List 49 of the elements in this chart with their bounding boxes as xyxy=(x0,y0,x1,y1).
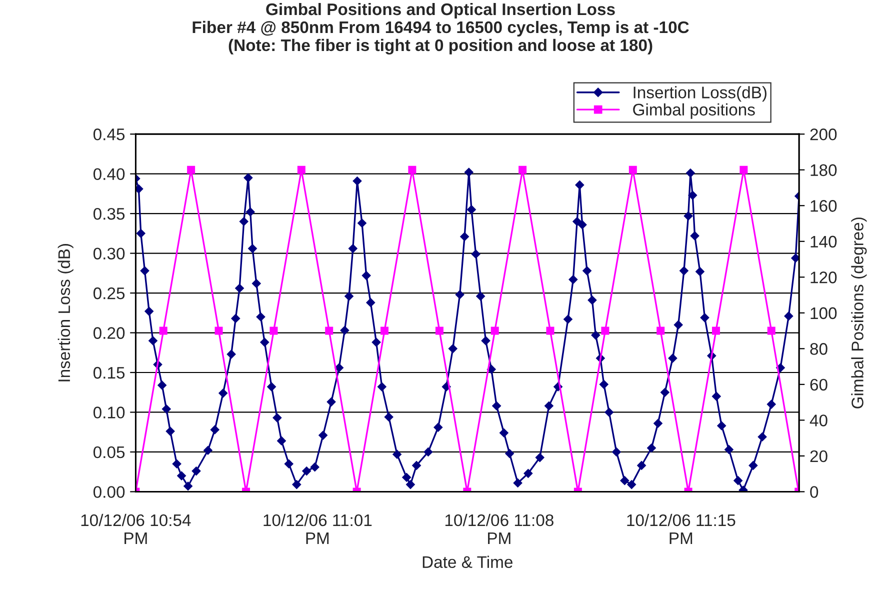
y-tick-label: 0.20 xyxy=(93,327,125,339)
y2-tick-label: 20 xyxy=(810,450,828,462)
y2-tick-label: 0 xyxy=(810,486,818,498)
point xyxy=(628,166,637,174)
y2-tick-label: 140 xyxy=(810,236,837,248)
y2-tick-label: 40 xyxy=(810,414,828,426)
y2-tick-label: 120 xyxy=(810,272,837,284)
y-tick-label: 0.00 xyxy=(93,486,125,498)
legend-label: Gimbal positions xyxy=(633,103,755,119)
point xyxy=(297,166,306,174)
y2-axis-title: Gimbal Positions (degree) xyxy=(851,218,867,408)
y-tick-label: 0.40 xyxy=(93,168,125,180)
point xyxy=(767,326,776,335)
y2-tick-label: 60 xyxy=(810,378,828,391)
point xyxy=(325,326,334,335)
x-tick-label: 10/12/06 11:01 PM xyxy=(264,514,372,544)
point xyxy=(159,326,168,335)
x-tick-label: 10/12/06 11:15 PM xyxy=(627,514,736,544)
legend-label: Insertion Loss(dB) xyxy=(634,86,766,102)
y-tick-label: 0.25 xyxy=(93,287,125,300)
x-tick-label: 10/12/06 10:54 PM xyxy=(81,514,191,544)
x-tick-label: 10/12/06 11:08 PM xyxy=(445,514,554,544)
y2-tick-label: 200 xyxy=(810,128,837,140)
y2-tick-label: 80 xyxy=(810,343,828,355)
point xyxy=(740,166,748,174)
point xyxy=(712,326,720,335)
point xyxy=(380,326,388,335)
x-axis-title: Date & Time xyxy=(422,556,512,568)
point xyxy=(518,166,527,174)
y-axis-title: Insertion Loss (dB) xyxy=(58,244,74,382)
y-tick-label: 0.05 xyxy=(93,446,125,458)
point xyxy=(214,326,223,335)
point xyxy=(656,326,665,335)
point xyxy=(546,326,554,335)
point xyxy=(187,166,196,174)
y-tick-label: 0.15 xyxy=(93,366,125,379)
chart-title: Gimbal Positions and Optical Insertion Loss Fiber #4 @ 850nm From 16494 to 16500 cycles, Temp is at -10C (Note: The fiber is tight at 0 position and loose at 180) xyxy=(192,2,689,54)
point xyxy=(435,326,444,335)
y-tick-label: 0.10 xyxy=(93,406,125,418)
point xyxy=(490,326,499,335)
y2-tick-label: 160 xyxy=(810,200,837,212)
y-tick-label: 0.30 xyxy=(93,248,125,260)
point xyxy=(601,326,610,335)
y-tick-label: 0.35 xyxy=(93,208,125,220)
y-tick-label: 0.45 xyxy=(93,128,125,140)
y2-tick-label: 180 xyxy=(810,164,837,176)
point xyxy=(270,326,278,335)
point xyxy=(408,166,416,174)
y2-tick-label: 100 xyxy=(810,307,837,320)
